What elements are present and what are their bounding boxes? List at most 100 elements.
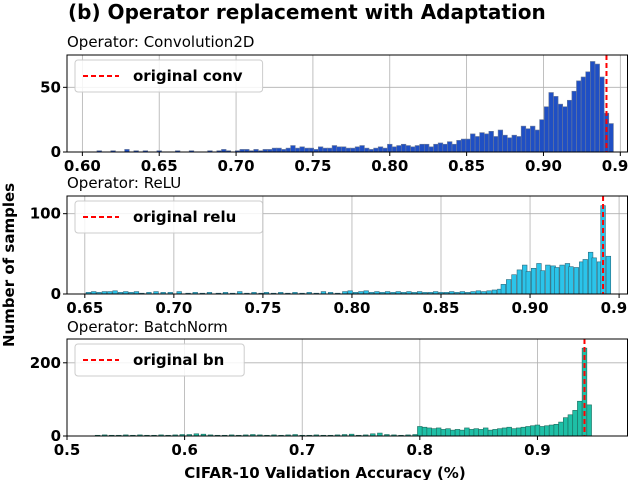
histogram-bar bbox=[474, 136, 480, 153]
histogram-bar bbox=[460, 138, 467, 153]
histogram-bar bbox=[331, 145, 338, 153]
histogram-bar bbox=[294, 147, 301, 153]
x-tick-label: 0.65 bbox=[141, 157, 178, 175]
x-tick-label: 0.85 bbox=[448, 157, 485, 175]
histogram-bar bbox=[491, 289, 498, 295]
histogram-bar bbox=[590, 61, 596, 153]
x-axis-label: CIFAR-10 Validation Accuracy (%) bbox=[184, 464, 465, 480]
histogram-bar bbox=[534, 129, 540, 153]
histogram-bar bbox=[525, 271, 531, 295]
histogram-bar bbox=[572, 410, 578, 437]
histogram-bar bbox=[599, 76, 605, 153]
histogram-bar bbox=[447, 141, 453, 153]
histogram-bar bbox=[442, 143, 448, 153]
histogram-bar bbox=[557, 103, 563, 153]
histogram-bar bbox=[417, 426, 423, 437]
histogram-bar bbox=[520, 125, 527, 153]
histogram-bar bbox=[559, 264, 565, 295]
histogram-bar bbox=[456, 140, 462, 153]
figure-title: (b) Operator replacement with Adaptation bbox=[68, 0, 546, 24]
histogram-bar bbox=[483, 427, 489, 437]
histogram-bar bbox=[290, 145, 296, 153]
histogram-bar bbox=[478, 429, 484, 437]
histogram-bar bbox=[350, 147, 356, 153]
histogram-bar bbox=[391, 146, 397, 153]
histogram-bar bbox=[567, 414, 574, 437]
histogram-bar bbox=[585, 71, 591, 153]
histogram-bar bbox=[594, 63, 600, 153]
histogram-bar bbox=[502, 134, 508, 153]
histogram-bar bbox=[479, 132, 485, 153]
x-tick-label: 0.80 bbox=[333, 299, 370, 317]
histogram-bar bbox=[493, 136, 499, 153]
legend-box bbox=[74, 200, 264, 234]
y-tick-label: 0 bbox=[51, 285, 61, 303]
histogram-bar bbox=[299, 146, 305, 153]
histogram-bar bbox=[562, 106, 568, 153]
histogram-bar bbox=[530, 125, 536, 153]
histogram-bar bbox=[341, 146, 347, 153]
x-tick-label: 0.90 bbox=[525, 157, 562, 175]
histogram-bar bbox=[317, 146, 324, 153]
histogram-bar bbox=[450, 429, 456, 437]
histogram-bar bbox=[545, 264, 551, 295]
panel-subtitle: Operator: Convolution2D bbox=[67, 33, 254, 51]
histogram-bar bbox=[431, 428, 437, 437]
panel-subtitle: Operator: ReLU bbox=[67, 174, 181, 192]
histogram-bar bbox=[563, 417, 569, 437]
histogram-bar bbox=[571, 90, 577, 153]
legend-box bbox=[74, 343, 245, 377]
histogram-bar bbox=[558, 421, 564, 437]
histogram-bar bbox=[539, 119, 545, 153]
histogram-bar bbox=[276, 147, 282, 153]
histogram-bar bbox=[437, 142, 444, 153]
histogram-bar bbox=[515, 427, 522, 437]
histogram-bar bbox=[424, 143, 430, 153]
histogram-bar bbox=[516, 269, 522, 295]
histogram-bar bbox=[525, 426, 531, 437]
histogram-bar bbox=[382, 147, 388, 153]
legend: original bn bbox=[74, 343, 245, 377]
histogram-bar bbox=[577, 400, 583, 437]
histogram-bar bbox=[501, 427, 508, 437]
histogram-bar bbox=[445, 428, 451, 437]
histogram-bar bbox=[497, 129, 504, 153]
x-tick-label: 0.70 bbox=[218, 157, 255, 175]
histogram-bar bbox=[511, 428, 517, 437]
histogram-bar bbox=[511, 274, 517, 295]
y-tick-label: 0 bbox=[51, 143, 61, 161]
histogram-bar bbox=[539, 426, 545, 437]
histogram-bar bbox=[580, 76, 587, 153]
histogram-bar bbox=[327, 147, 333, 153]
chart-panel-3: Operator: BatchNorm 0.5 0.6 0.7 0.8 0.9 0 200 or… bbox=[30, 318, 628, 459]
histogram-bar bbox=[414, 145, 421, 153]
histogram-bar bbox=[548, 424, 555, 437]
histogram-bar bbox=[421, 426, 428, 437]
histogram-bar bbox=[591, 257, 597, 295]
histogram-bar bbox=[400, 143, 407, 153]
histogram-bar bbox=[410, 146, 416, 153]
x-tick-label: 0.95 bbox=[602, 157, 628, 175]
histogram-bar bbox=[459, 429, 465, 437]
x-tick-label: 0.65 bbox=[66, 299, 103, 317]
histogram-bar bbox=[364, 147, 370, 153]
histogram-bar bbox=[566, 99, 573, 153]
histogram-bar bbox=[608, 123, 614, 153]
histogram-bar bbox=[488, 131, 494, 153]
histogram-bar bbox=[308, 147, 314, 153]
histogram-bar bbox=[506, 279, 512, 295]
x-tick-label: 0.95 bbox=[601, 299, 628, 317]
x-tick-label: 0.70 bbox=[155, 299, 192, 317]
chart-panel-2: Operator: ReLU 0.65 0.70 0.75 0.80 0.85 0.90 0.… bbox=[30, 174, 628, 317]
x-tick-label: 0.90 bbox=[512, 299, 549, 317]
histogram-bar bbox=[468, 429, 475, 437]
x-tick-label: 0.75 bbox=[294, 157, 331, 175]
histogram-bar bbox=[426, 427, 432, 437]
histogram-bar bbox=[582, 259, 588, 295]
legend-label: original conv bbox=[133, 67, 243, 85]
histogram-bar bbox=[470, 133, 476, 153]
histogram-bar bbox=[483, 133, 490, 153]
x-tick-label: 0.80 bbox=[371, 157, 408, 175]
histogram-bar bbox=[520, 426, 526, 437]
x-tick-label: 0.7 bbox=[289, 441, 316, 459]
